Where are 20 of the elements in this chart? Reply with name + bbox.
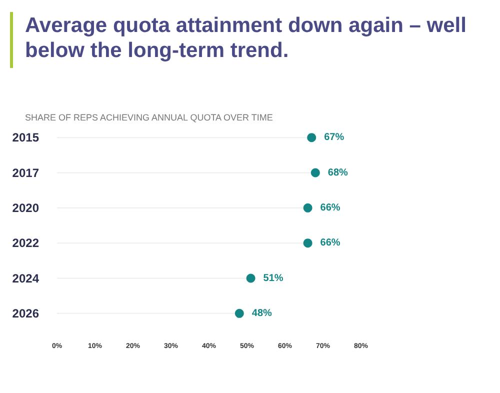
chart-subtitle: SHARE OF REPS ACHIEVING ANNUAL QUOTA OVER TIME (25, 112, 273, 122)
chart-title: Average quota attainment down again – well below the long-term trend. (25, 14, 472, 62)
y-tick-label: 2024 (12, 271, 40, 286)
point (307, 133, 316, 142)
y-tick-label: 2026 (12, 306, 40, 320)
point (303, 203, 312, 212)
point (310, 168, 320, 178)
data-label: 66% (320, 238, 340, 249)
data-label: 66% (320, 202, 340, 214)
data-label: 48% (252, 308, 272, 319)
data-label: 68% (328, 167, 348, 178)
y-tick-label: 2015 (12, 130, 40, 145)
point (246, 274, 256, 283)
data-label: 51% (263, 272, 284, 284)
y-tick-label: 2017 (12, 166, 40, 180)
y-tick-label: 2020 (12, 200, 40, 215)
point (234, 308, 244, 318)
data-label: 67% (324, 132, 344, 144)
y-tick-label: 2022 (12, 236, 40, 250)
point (303, 238, 312, 248)
